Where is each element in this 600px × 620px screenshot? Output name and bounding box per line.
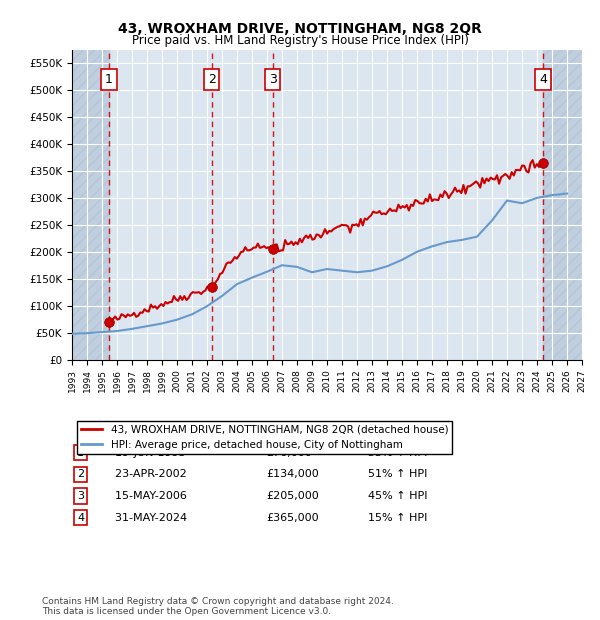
Text: 45% ↑ HPI: 45% ↑ HPI: [368, 491, 427, 501]
Text: 51% ↑ HPI: 51% ↑ HPI: [368, 469, 427, 479]
Bar: [543, 50, 582, 360]
Text: Price paid vs. HM Land Registry's House Price Index (HPI): Price paid vs. HM Land Registry's House …: [131, 34, 469, 47]
Text: 1: 1: [77, 448, 84, 458]
Text: 4: 4: [77, 513, 84, 523]
Text: 15% ↑ HPI: 15% ↑ HPI: [368, 513, 427, 523]
Legend: 43, WROXHAM DRIVE, NOTTINGHAM, NG8 2QR (detached house), HPI: Average price, det: 43, WROXHAM DRIVE, NOTTINGHAM, NG8 2QR (…: [77, 420, 452, 454]
Text: 2: 2: [77, 469, 84, 479]
Text: This data is licensed under the Open Government Licence v3.0.: This data is licensed under the Open Gov…: [42, 607, 331, 616]
Text: 23-APR-2002: 23-APR-2002: [108, 469, 187, 479]
Text: 43, WROXHAM DRIVE, NOTTINGHAM, NG8 2QR: 43, WROXHAM DRIVE, NOTTINGHAM, NG8 2QR: [118, 22, 482, 36]
Text: 15-MAY-2006: 15-MAY-2006: [108, 491, 187, 501]
Bar: [543, 50, 582, 360]
Text: 19-JUN-1995: 19-JUN-1995: [108, 448, 185, 458]
Text: 3: 3: [77, 491, 84, 501]
Text: 2: 2: [208, 73, 215, 86]
Bar: [72, 50, 109, 360]
Bar: [72, 50, 109, 360]
Text: £70,000: £70,000: [266, 448, 311, 458]
Text: £365,000: £365,000: [266, 513, 319, 523]
Text: Contains HM Land Registry data © Crown copyright and database right 2024.: Contains HM Land Registry data © Crown c…: [42, 598, 394, 606]
Text: 33% ↑ HPI: 33% ↑ HPI: [368, 448, 427, 458]
Text: 3: 3: [269, 73, 277, 86]
Text: 4: 4: [539, 73, 547, 86]
Text: 1: 1: [105, 73, 113, 86]
Text: £134,000: £134,000: [266, 469, 319, 479]
Text: £205,000: £205,000: [266, 491, 319, 501]
Text: 31-MAY-2024: 31-MAY-2024: [108, 513, 187, 523]
